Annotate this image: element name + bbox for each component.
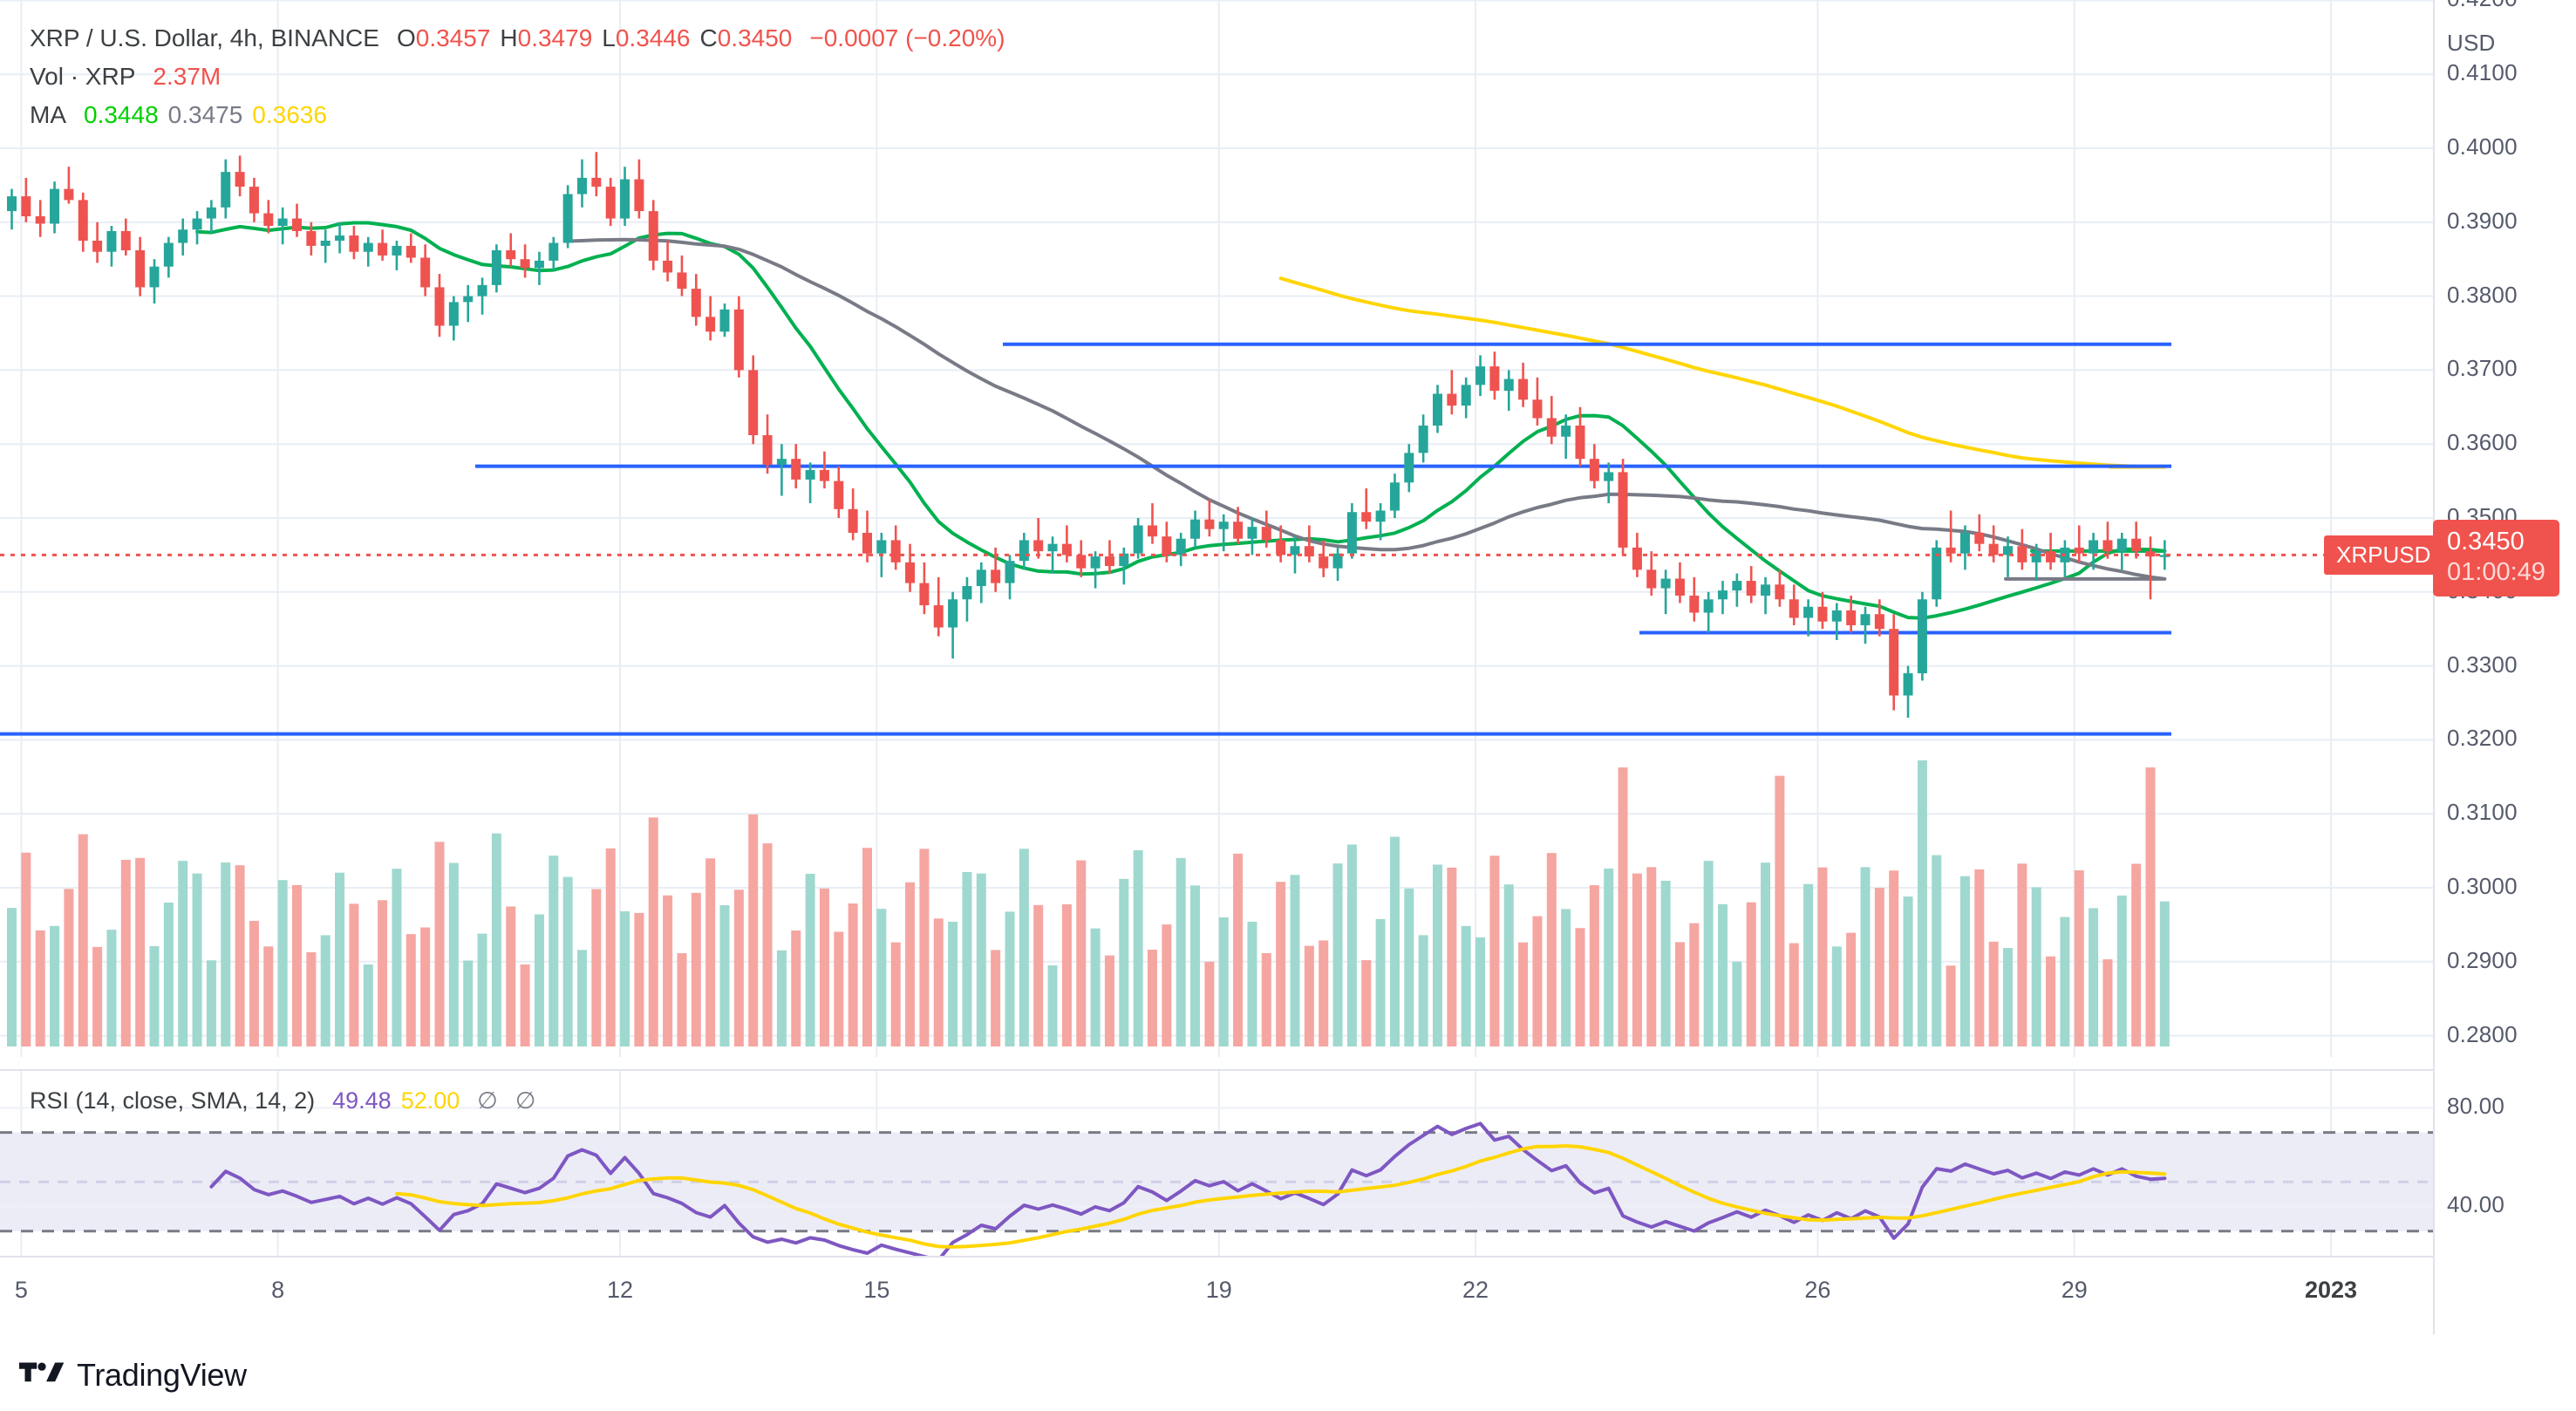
rsi-plot (0, 1071, 2433, 1256)
open-value: 0.3457 (415, 24, 491, 51)
low-label: L (602, 24, 616, 51)
low-value: 0.3446 (615, 24, 691, 51)
price-axis-tick: 0.3800 (2447, 281, 2518, 308)
volume-label[interactable]: Vol · XRP (30, 63, 136, 90)
price-axis-tick: 0.2800 (2447, 1020, 2518, 1047)
time-axis-tick: 8 (271, 1277, 285, 1303)
time-axis[interactable]: 58121519222629202349 (0, 1256, 2576, 1334)
time-axis-tick: 22 (1462, 1277, 1489, 1303)
price-axis-tick: 0.4200 (2447, 0, 2518, 12)
price-plot (0, 0, 2433, 1057)
price-axis-tick: 0.2900 (2447, 946, 2518, 973)
price-axis-tick: 0.3300 (2447, 651, 2518, 678)
time-axis-tick: 15 (863, 1277, 890, 1303)
change-value: −0.0007 (−0.20%) (809, 24, 1005, 51)
price-axis-tick: 0.4000 (2447, 133, 2518, 160)
rsi-empty-2-icon: ∅ (515, 1087, 536, 1114)
time-axis-tick: 2023 (2305, 1277, 2358, 1303)
rsi-title[interactable]: RSI (14, close, SMA, 14, 2) (30, 1087, 316, 1114)
price-axis-tick: 0.3100 (2447, 799, 2518, 826)
legend-ma-row: MA 0.3448 0.3475 0.3636 (30, 96, 1005, 134)
time-axis-tick: 19 (1205, 1277, 1232, 1303)
high-label: H (500, 24, 518, 51)
ma-value-1: 0.3448 (84, 101, 159, 128)
price-axis-tick: 0.3900 (2447, 207, 2518, 234)
last-price-value: 0.3450 (2447, 528, 2525, 556)
price-axis-tick: 0.3600 (2447, 429, 2518, 456)
rsi-value: 49.48 (332, 1087, 392, 1114)
rsi-pane[interactable] (0, 1071, 2433, 1256)
rsi-signal-value: 52.00 (400, 1087, 460, 1114)
close-label: C (699, 24, 718, 51)
rsi-empty-1-icon: ∅ (477, 1087, 498, 1114)
price-axis-tick: 0.3200 (2447, 725, 2518, 752)
rsi-legend: RSI (14, close, SMA, 14, 2) 49.48 52.00 ∅ ∅ (30, 1081, 535, 1120)
rsi-axis-tick: 40.00 (2447, 1191, 2505, 1218)
tradingview-wordmark: TradingView (77, 1357, 247, 1393)
axis-corner (2433, 1256, 2576, 1334)
price-axis-tick: 0.3000 (2447, 873, 2518, 899)
rsi-axis-tick: 80.00 (2447, 1093, 2505, 1120)
volume-value: 2.37M (153, 63, 221, 90)
rsi-legend-row: RSI (14, close, SMA, 14, 2) 49.48 52.00 ∅ ∅ (30, 1081, 535, 1120)
price-axis[interactable]: USD 0.4200 0.4100 0.4000 0.3900 0.3800 0.3700 0… (2433, 0, 2576, 1256)
time-axis-tick: 12 (607, 1277, 634, 1303)
tradingview-mark-icon (19, 1362, 65, 1382)
ma-value-3: 0.3636 (252, 101, 327, 128)
chart-legend: XRP / U.S. Dollar, 4h, BINANCE O0.3457 H0.… (30, 19, 1005, 134)
price-pane[interactable] (0, 0, 2433, 1057)
price-axis-tick: 0.4100 (2447, 59, 2518, 86)
price-axis-currency: USD (2447, 30, 2496, 56)
symbol-badge: XRPUSD (2324, 535, 2443, 576)
bar-countdown: 01:00:49 (2447, 558, 2545, 587)
time-axis-tick: 5 (14, 1277, 28, 1303)
ma-label[interactable]: MA (30, 101, 66, 128)
open-label: O (396, 24, 416, 51)
time-axis-tick: 29 (2061, 1277, 2088, 1303)
symbol-title[interactable]: XRP / U.S. Dollar, 4h, BINANCE (30, 24, 379, 51)
price-axis-tick: 0.3700 (2447, 355, 2518, 382)
high-value: 0.3479 (517, 24, 593, 51)
tradingview-logo[interactable]: TradingView (19, 1357, 247, 1394)
time-axis-tick: 26 (1804, 1277, 1831, 1303)
close-value: 0.3450 (717, 24, 793, 51)
pane-separator (0, 1069, 2433, 1071)
legend-ohlc-row: XRP / U.S. Dollar, 4h, BINANCE O0.3457 H0.… (30, 19, 1005, 58)
legend-volume-row: Vol · XRP 2.37M (30, 58, 1005, 96)
ma-value-2: 0.3475 (167, 101, 243, 128)
last-price-tag[interactable]: 0.3450 01:00:49 (2433, 520, 2559, 597)
